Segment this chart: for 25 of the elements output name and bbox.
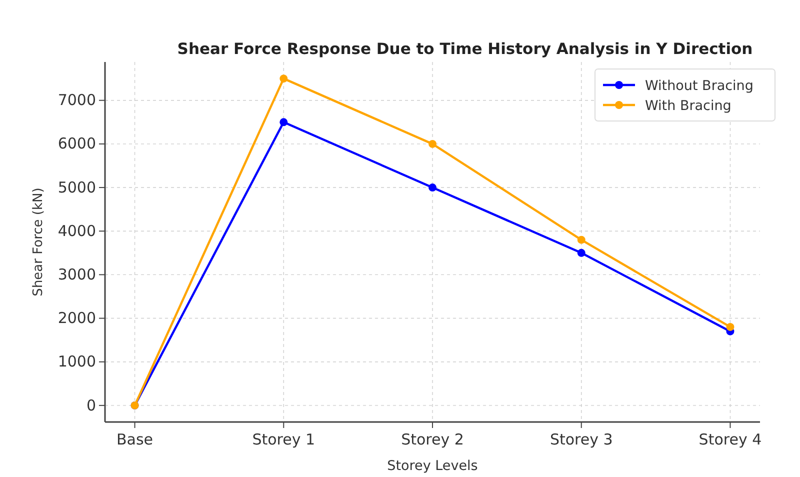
x-tick-label: Storey 3 [550, 430, 613, 448]
point [726, 323, 734, 331]
chart-title: Shear Force Response Due to Time History Analysis in Y Direction [177, 40, 753, 58]
y-tick-label: 2000 [58, 309, 96, 328]
point [280, 118, 288, 126]
y-tick-label: 6000 [58, 134, 96, 153]
y-tick-label: 4000 [58, 222, 96, 240]
point [577, 248, 586, 257]
point [280, 74, 288, 83]
y-axis-title: Shear Force (kN) [31, 188, 46, 296]
x-tick-label: Storey 1 [252, 430, 316, 448]
y-tick-label: 1000 [58, 352, 96, 371]
point [428, 184, 436, 192]
y-tick-label: 5000 [58, 178, 96, 196]
x-tick-label: Storey 4 [698, 430, 762, 448]
legend-label: Without Bracing [645, 78, 754, 94]
y-tick-label: 0 [86, 396, 96, 414]
legend-label: With Bracing [645, 98, 732, 114]
x-tick-label: Storey 2 [401, 430, 464, 448]
x-axis-title: Storey Levels [387, 458, 478, 474]
y-tick-label: 7000 [58, 91, 96, 110]
x-tick-label: Base [116, 430, 154, 448]
point [428, 140, 436, 148]
point [577, 236, 586, 244]
y-tick-label: 3000 [58, 265, 96, 284]
